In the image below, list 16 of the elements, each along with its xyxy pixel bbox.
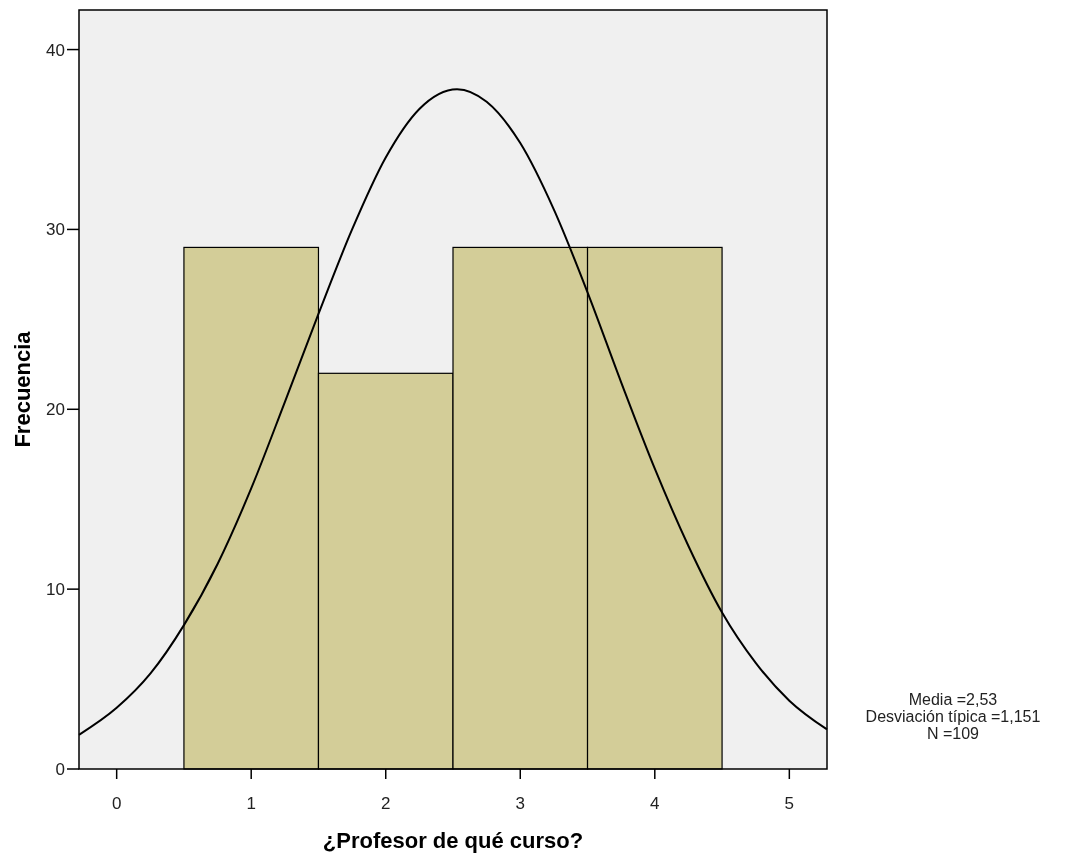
y-tick-label: 30	[46, 220, 65, 240]
y-tick-label: 40	[46, 40, 65, 60]
x-tick-label: 5	[784, 794, 795, 813]
y-tick-label: 20	[46, 400, 65, 420]
text: Desviación típica =1,151	[865, 708, 1041, 725]
text: Media =2,53	[908, 691, 998, 708]
y-axis-title: Frecuencia	[10, 330, 35, 448]
text: N =109	[926, 725, 980, 742]
x-tick-label: 3	[515, 794, 525, 813]
y-tick-label: 10	[46, 580, 65, 600]
x-tick-label: 2	[381, 794, 391, 813]
x-tick-label: 0	[111, 794, 122, 813]
x-tick-label: 1	[246, 794, 256, 813]
x-tick-label: 4	[650, 794, 660, 813]
x-axis-title: ¿Profesor de qué curso?	[322, 828, 584, 853]
y-tick-label: 0	[55, 760, 65, 779]
